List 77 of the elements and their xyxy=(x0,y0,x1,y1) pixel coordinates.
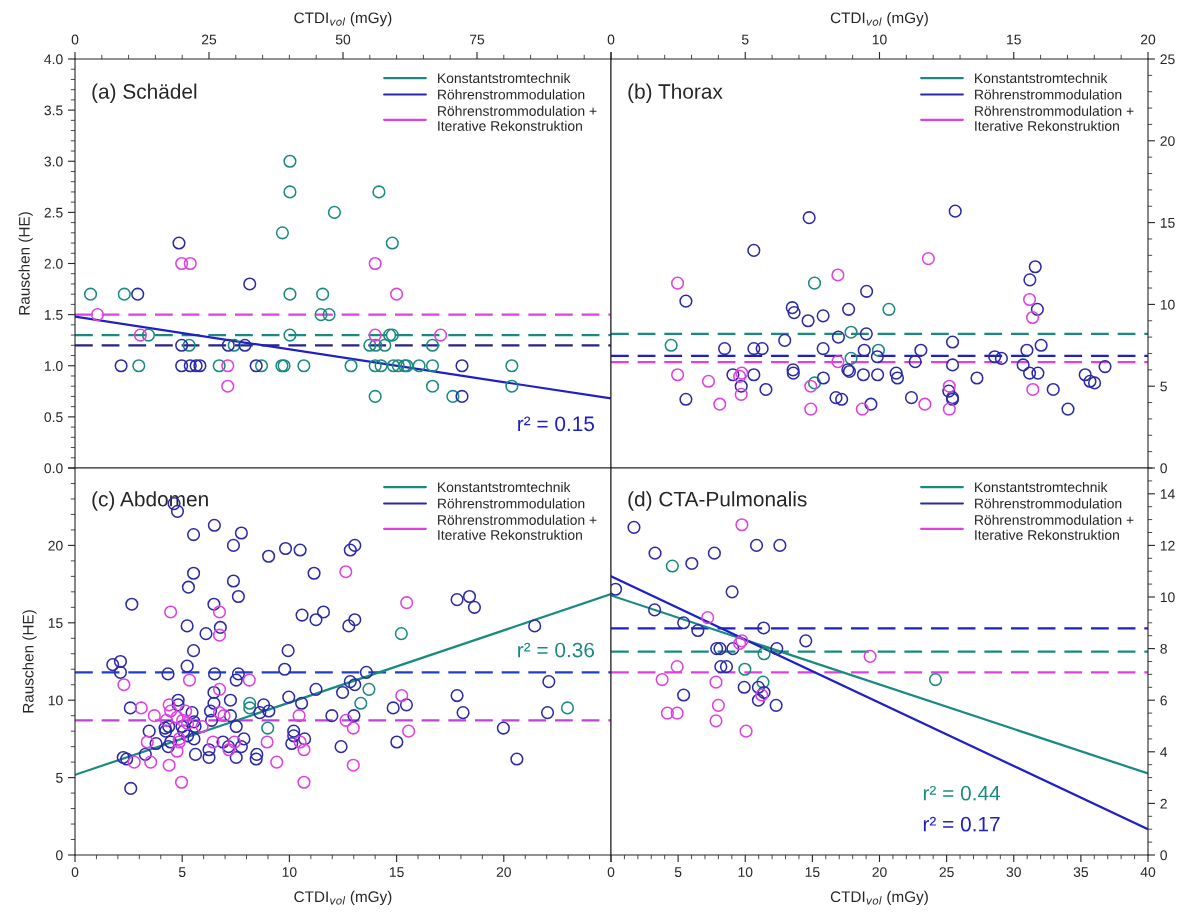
legend-label: Röhrenstrommodulation + Iterative Rekonstruktion xyxy=(438,514,597,540)
y-tick-label: 15 xyxy=(1160,218,1175,228)
x-tick-label: 5 xyxy=(674,867,682,878)
legend-label: Konstantstromtechnik xyxy=(975,481,1108,493)
x-tick-label: 20 xyxy=(872,867,887,878)
y-tick-label: 10 xyxy=(1160,299,1175,310)
y-tick-label: 0 xyxy=(1160,463,1167,474)
annotation: r² = 0.36 xyxy=(518,642,595,658)
annotation: r² = 0.44 xyxy=(923,785,1001,801)
x-tick-label: 40 xyxy=(1140,867,1156,878)
legend-label: Konstantstromtechnik xyxy=(438,72,571,84)
text: (b) Thorax xyxy=(628,83,723,103)
x-tick-label: 15 xyxy=(1007,34,1021,45)
x-tick-label: 20 xyxy=(496,867,511,878)
x-tick-label: 25 xyxy=(201,34,217,45)
y-tick-label: 3.5 xyxy=(44,105,63,116)
y-axis-title: Rauschen (HE) xyxy=(18,212,33,315)
y-tick-label: 5 xyxy=(56,773,63,783)
x-tick-label: 0 xyxy=(607,34,615,45)
x-tick-label: 10 xyxy=(282,867,297,878)
y-tick-label: 8 xyxy=(1160,643,1167,654)
x-tick-label: 75 xyxy=(469,34,485,45)
y-tick-label: 10 xyxy=(1160,592,1175,603)
y-tick-label: 4 xyxy=(1160,747,1168,757)
legend-label: Röhrenstrommodulation + Iterative Rekonstruktion xyxy=(975,105,1134,131)
x-axis-title: CTDI$_{vol}$ (mGy) xyxy=(830,890,928,906)
x-tick-label: 0 xyxy=(607,867,615,878)
x-tick-label: 0 xyxy=(71,34,79,45)
y-tick-label: 25 xyxy=(1160,54,1175,65)
y-tick-label: 3.0 xyxy=(44,156,63,167)
y-tick-label: 1.5 xyxy=(44,310,63,320)
y-tick-label: 20 xyxy=(48,540,63,551)
legend-label: Röhrenstrommodulation xyxy=(975,89,1122,100)
x-tick-label: 0 xyxy=(71,867,79,878)
y-tick-label: 2.5 xyxy=(44,207,63,218)
y-axis-title: Rauschen (HE) xyxy=(22,610,37,713)
y-tick-label: 2 xyxy=(1160,798,1167,809)
x-tick-label: 5 xyxy=(741,34,749,45)
x-tick-label: 25 xyxy=(939,867,954,878)
x-tick-label: 35 xyxy=(1073,867,1089,878)
y-tick-label: 0 xyxy=(56,850,63,861)
legend-label: Röhrenstrommodulation xyxy=(975,498,1122,509)
y-tick-label: 10 xyxy=(48,695,63,706)
y-tick-label: 20 xyxy=(1160,136,1175,146)
y-tick-label: 14 xyxy=(1160,489,1175,499)
text: (d) CTA-Pulmonalis xyxy=(628,491,807,511)
x-axis-title: CTDI$_{vol}$ (mGy) xyxy=(294,11,392,27)
y-tick-label: 15 xyxy=(48,618,63,628)
x-axis-title: CTDI$_{vol}$ (mGy) xyxy=(830,11,928,27)
annotation: r² = 0.17 xyxy=(923,816,1000,832)
legend-label: Röhrenstrommodulation xyxy=(438,89,585,100)
legend-label: Röhrenstrommodulation + Iterative Rekonstruktion xyxy=(438,105,597,131)
x-tick-label: 15 xyxy=(805,867,820,878)
y-tick-label: 0.0 xyxy=(44,463,63,474)
legend-label: Röhrenstrommodulation + Iterative Rekonstruktion xyxy=(975,514,1134,540)
legend-label: Konstantstromtechnik xyxy=(438,481,571,493)
y-tick-label: 6 xyxy=(1160,695,1167,706)
y-tick-label: 0 xyxy=(1160,850,1167,861)
x-tick-label: 50 xyxy=(335,34,351,45)
x-tick-label: 20 xyxy=(1140,34,1156,45)
x-axis-title: CTDI$_{vol}$ (mGy) xyxy=(294,890,392,906)
x-tick-label: 30 xyxy=(1006,867,1021,878)
x-tick-label: 5 xyxy=(178,867,186,878)
x-tick-label: 10 xyxy=(738,867,753,878)
y-tick-label: 5 xyxy=(1160,381,1167,392)
x-tick-label: 10 xyxy=(872,34,887,45)
x-tick-label: 15 xyxy=(389,867,404,878)
y-tick-label: 1.0 xyxy=(44,361,63,371)
y-tick-label: 2.0 xyxy=(44,258,63,269)
legend-label: Konstantstromtechnik xyxy=(975,72,1108,84)
text: (a) Schädel xyxy=(92,83,197,103)
text: (c) Abdomen xyxy=(92,491,208,511)
y-tick-label: 12 xyxy=(1160,540,1175,551)
annotation: r² = 0.15 xyxy=(518,416,595,432)
legend-label: Röhrenstrommodulation xyxy=(438,498,585,509)
y-tick-label: 4.0 xyxy=(44,54,63,65)
y-tick-label: 0.5 xyxy=(44,412,63,423)
